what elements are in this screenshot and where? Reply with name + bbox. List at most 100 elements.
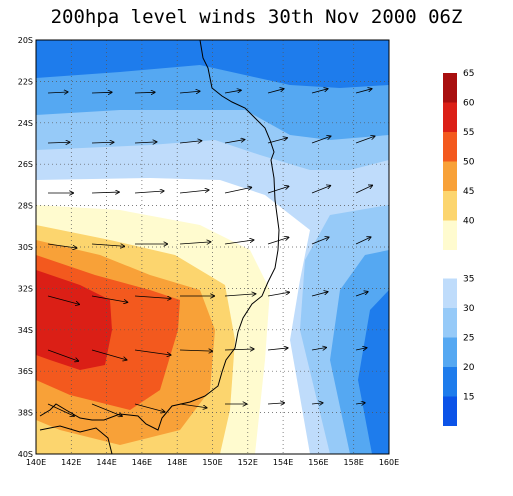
colorbar-label: 40 [463, 217, 475, 227]
colorbar-swatch [443, 161, 457, 191]
wind-arrow [179, 350, 212, 351]
lat-tick-label: 26S [18, 160, 33, 169]
wind-arrow [311, 186, 330, 194]
lon-tick-label: 160E [379, 458, 399, 467]
wind-arrow [179, 190, 209, 194]
colorbar-label: 15 [463, 393, 474, 403]
wind-arrow [47, 295, 79, 304]
lon-tick-label: 158E [344, 458, 364, 467]
lat-tick-label: 28S [18, 202, 33, 211]
lat-tick-label: 22S [18, 77, 33, 86]
wind-arrow [91, 295, 127, 302]
lat-tick-label: 38S [18, 409, 33, 418]
wind-arrow [47, 92, 68, 93]
colorbar-lower: 15 20 25 30 35 [443, 275, 475, 426]
wind-arrow [179, 242, 211, 244]
lon-tick-label: 144E [96, 458, 116, 467]
colorbar-label: 60 [463, 99, 475, 109]
lat-lon-grid [36, 40, 389, 454]
wind-arrow [91, 192, 119, 193]
wind-arrow [311, 237, 329, 245]
wind-arrow [355, 292, 368, 297]
wind-arrow [355, 136, 375, 144]
plot-frame [35, 39, 390, 455]
wind-arrow [224, 240, 254, 245]
colorbar-label: 30 [463, 304, 475, 314]
wind-arrow [91, 403, 122, 416]
lon-tick-label: 142E [61, 458, 81, 467]
lat-tick-label: 34S [18, 326, 33, 335]
lat-tick-labels: 20S 22S 24S 26S 28S 30S 32S 34S 36S 38S 40S [18, 36, 33, 459]
wind-arrow [267, 292, 289, 297]
wind-arrow [179, 91, 200, 93]
colorbar-label: 55 [463, 128, 474, 138]
wind-arrow [134, 295, 171, 299]
colorbar-swatch [443, 367, 457, 397]
wind-arrow [311, 403, 323, 404]
wind-arrow [134, 92, 155, 93]
colorbar-label: 45 [463, 187, 474, 197]
lon-tick-label: 148E [167, 458, 187, 467]
wind-arrow [267, 237, 289, 245]
wind-arrow [224, 294, 256, 296]
lon-tick-labels: 140E 142E 144E 146E 148E 150E 152E 154E 156E 158E… [26, 458, 399, 467]
wind-arrow [224, 187, 251, 194]
wind-arrow [91, 92, 112, 93]
wind-arrow [47, 403, 74, 416]
colorbar-label: 50 [463, 158, 475, 168]
wind-arrow [134, 191, 164, 193]
lat-tick-label: 36S [18, 367, 33, 376]
colorbar-swatch [443, 220, 457, 250]
lon-tick-label: 150E [202, 458, 222, 467]
wind-arrow [267, 186, 289, 194]
wind-arrow [267, 403, 284, 404]
coastline-south [39, 425, 113, 454]
colorbar-label: 25 [463, 334, 474, 344]
colorbar-swatch [443, 73, 457, 103]
wind-arrow [311, 89, 328, 94]
wind-arrow [224, 90, 241, 94]
wind-arrow [267, 89, 284, 94]
lon-tick-label: 146E [132, 458, 152, 467]
contour-band-60-65 [36, 270, 112, 370]
wind-arrow [224, 349, 254, 350]
contour-band-right-15-20 [358, 290, 389, 454]
lat-tick-label: 32S [18, 284, 33, 293]
lat-tick-label: 30S [18, 243, 33, 252]
colorbar-swatch [443, 278, 457, 308]
wind-arrow [224, 140, 244, 144]
lat-tick-label: 20S [18, 36, 33, 45]
wind-arrow [134, 403, 165, 412]
lon-tick-label: 154E [273, 458, 293, 467]
colorbar-label: 20 [463, 363, 475, 373]
wind-arrow [355, 89, 372, 94]
lon-tick-label: 152E [238, 458, 258, 467]
wind-arrow [355, 185, 372, 194]
colorbar-swatch [443, 337, 457, 367]
map-title: 200hpa level winds 30th Nov 2000 06Z [50, 6, 463, 28]
colorbar-swatch [443, 396, 457, 426]
wind-arrow [91, 244, 124, 246]
lon-tick-label: 140E [26, 458, 46, 467]
colorbar-swatch [443, 308, 457, 338]
wind-vectors [47, 89, 375, 416]
wind-arrow [355, 403, 365, 404]
wind-arrow [311, 347, 326, 350]
colorbar-swatch [443, 191, 457, 221]
wind-arrow [134, 142, 157, 143]
wind-arrow [355, 348, 367, 350]
colorbar-label: 35 [463, 275, 474, 285]
colorbar-upper: 40 45 50 55 60 65 [443, 69, 475, 250]
wind-arrow [267, 138, 287, 144]
wind-arrow [179, 403, 207, 408]
wind-arrow [355, 237, 371, 245]
wind-arrow [311, 292, 328, 297]
colorbar-swatch [443, 132, 457, 162]
wind-arrow [311, 136, 331, 144]
coastline [39, 40, 280, 431]
lat-tick-label: 40S [18, 450, 33, 459]
wind-arrow [47, 243, 77, 248]
wind-arrow [179, 141, 201, 143]
colorbar-swatch [443, 102, 457, 132]
